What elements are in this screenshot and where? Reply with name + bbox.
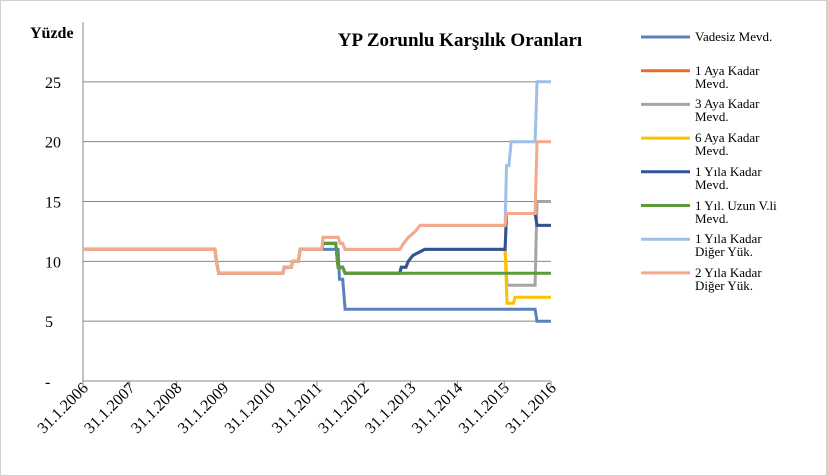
y-tick-label: 25 [45,75,61,92]
y-tick-label: 5 [45,314,53,331]
y-tick-label: 15 [45,195,61,212]
legend-label: 1 Yıl. Uzun V.li Mevd. [695,197,777,226]
y-tick-label: 20 [45,135,61,152]
legend-label: 1 Yıla Kadar Diğer Yük. [695,231,762,260]
legend-label: 6 Aya Kadar Mevd. [695,130,760,159]
legend-label: Vadesiz Mevd. [695,29,773,44]
y-axis-label: Yüzde [30,25,74,42]
legend-label: 2 Yıla Kadar Diğer Yük. [695,264,762,293]
y-tick-label: - [45,374,50,391]
legend-label: 3 Aya Kadar Mevd. [695,96,760,125]
legend-label: 1 Yıla Kadar Mevd. [695,163,762,192]
y-tick-label: 10 [45,254,61,271]
chart-title: YP Zorunlu Karşılık Oranları [338,30,582,51]
legend-label: 1 Aya Kadar Mevd. [695,62,760,91]
series-line [83,140,551,275]
